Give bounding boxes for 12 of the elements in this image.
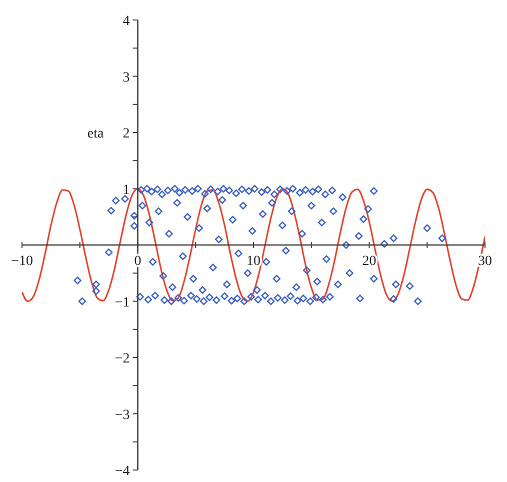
y-tick-label: −4: [114, 464, 130, 479]
y-tick-label: −3: [114, 408, 130, 423]
y-tick-label: 4: [122, 14, 130, 29]
y-tick-label: 2: [122, 126, 130, 142]
x-tick-label: 10: [246, 254, 260, 269]
y-tick-label: −1: [114, 295, 130, 310]
x-tick-label: 20: [362, 254, 376, 269]
x-tick-label: −10: [11, 254, 33, 269]
y-tick-label: −2: [114, 352, 130, 366]
y-axis-title: eta: [87, 126, 105, 142]
y-tick-label: 1: [122, 182, 130, 198]
y-tick-label: 3: [122, 70, 130, 86]
